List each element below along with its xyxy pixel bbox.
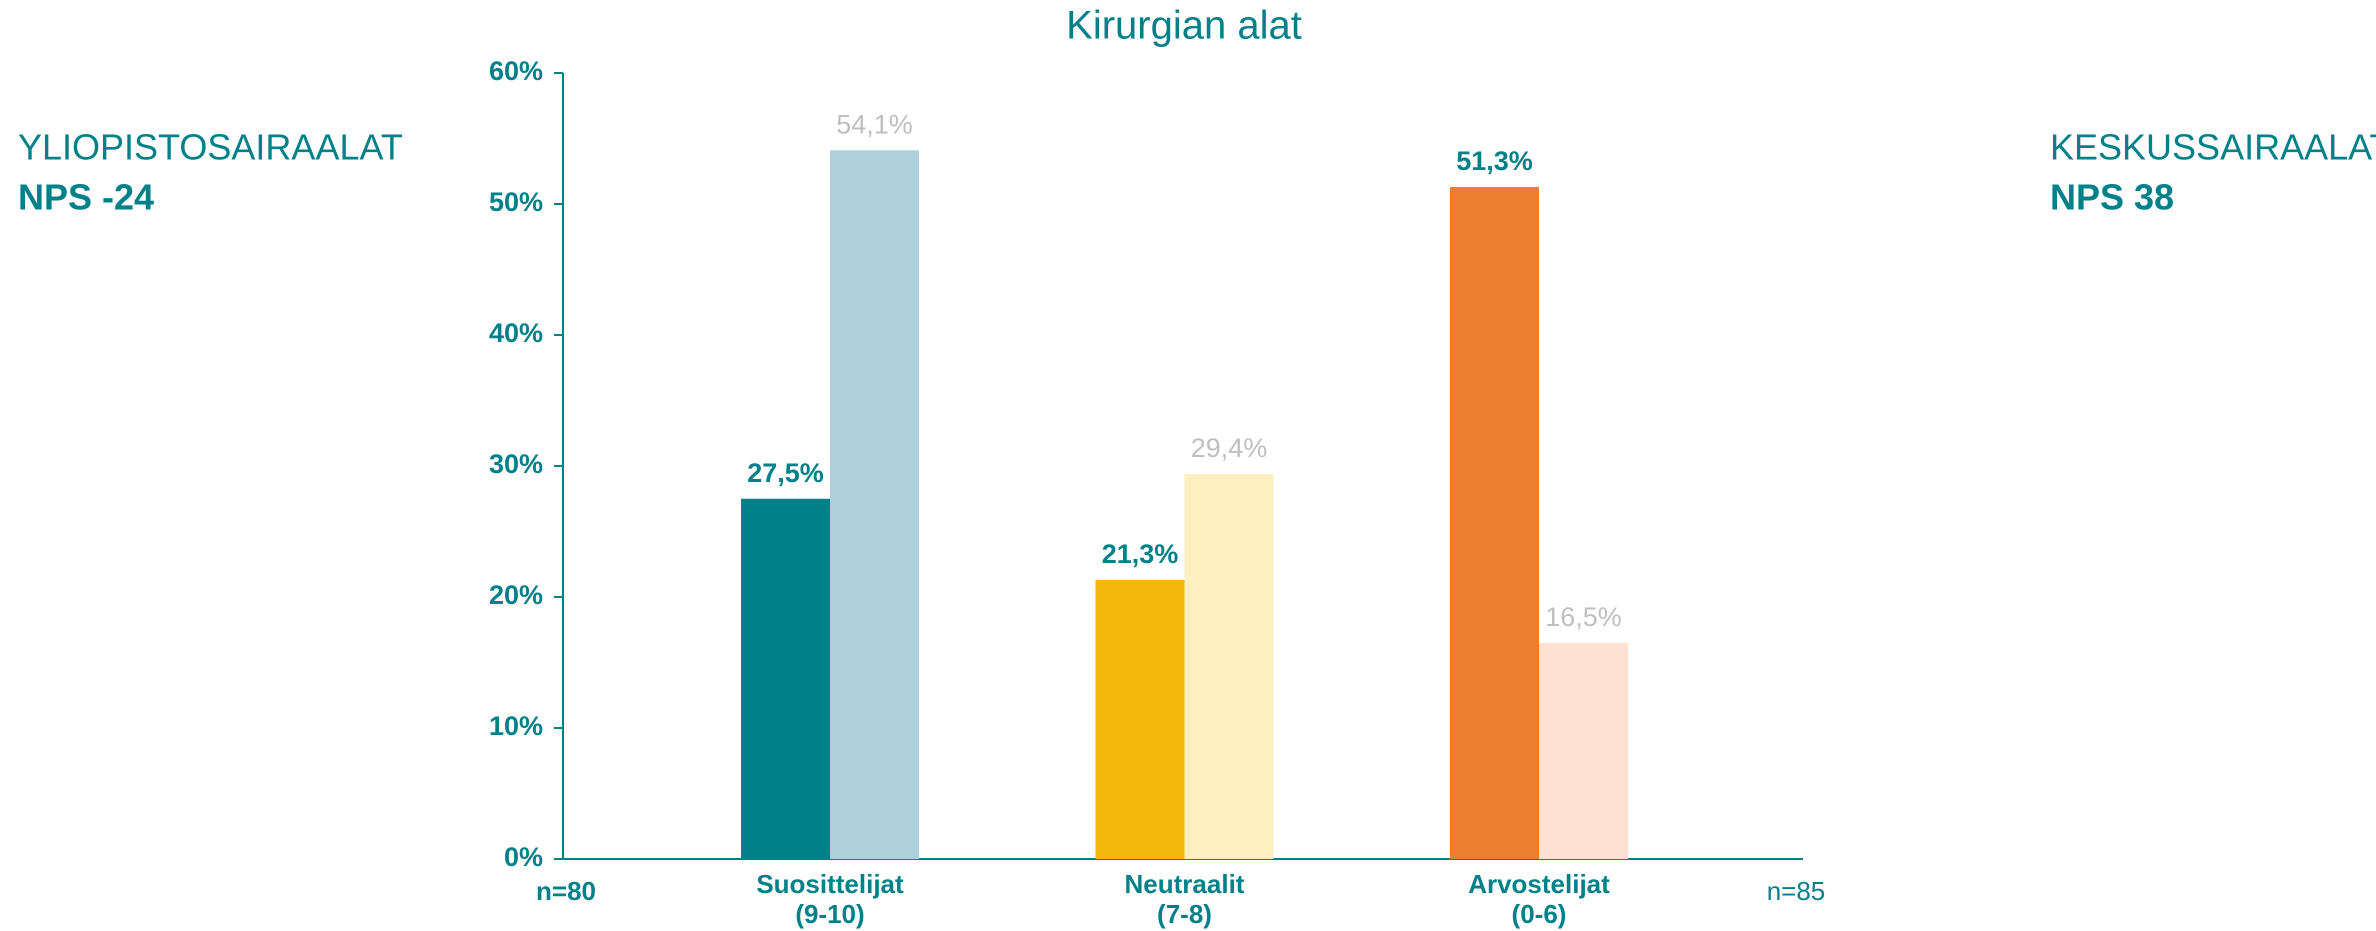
bar [1184,473,1274,859]
y-tick-label: 50% [489,187,543,217]
bar [741,498,830,859]
x-tick-label: (0-6) [1512,899,1567,929]
y-tick-label: 0% [504,842,543,872]
chart-title: Kirurgian alat [1066,4,1302,48]
bar [1450,186,1539,860]
sample-size: n=85 [1767,876,1826,906]
y-tick-label: 30% [489,449,543,479]
bar [1095,579,1185,859]
y-tick-label: 40% [489,318,543,348]
y-tick-label: 10% [489,711,543,741]
value-label: 29,4% [1191,433,1268,463]
series-name: KESKUSSAIRAALAT [2050,127,2376,168]
x-tick-label: Neutraalit [1125,869,1245,899]
y-tick-label: 60% [489,56,543,86]
value-label: 51,3% [1456,146,1533,176]
nps-score: NPS -24 [18,177,154,218]
value-label: 27,5% [747,458,824,488]
nps-score: NPS 38 [2050,177,2174,218]
x-tick-label: (9-10) [795,899,864,929]
x-tick-label: Arvostelijat [1468,869,1610,899]
x-tick-label: Suosittelijat [756,869,904,899]
series-name: YLIOPISTOSAIRAALAT [18,127,403,168]
bar [1539,642,1628,859]
value-label: 54,1% [836,109,913,139]
x-tick-label: (7-8) [1157,899,1212,929]
y-tick-label: 20% [489,580,543,610]
sample-size: n=80 [536,876,596,906]
value-label: 21,3% [1102,539,1179,569]
value-label: 16,5% [1545,602,1622,632]
bar [830,150,919,860]
